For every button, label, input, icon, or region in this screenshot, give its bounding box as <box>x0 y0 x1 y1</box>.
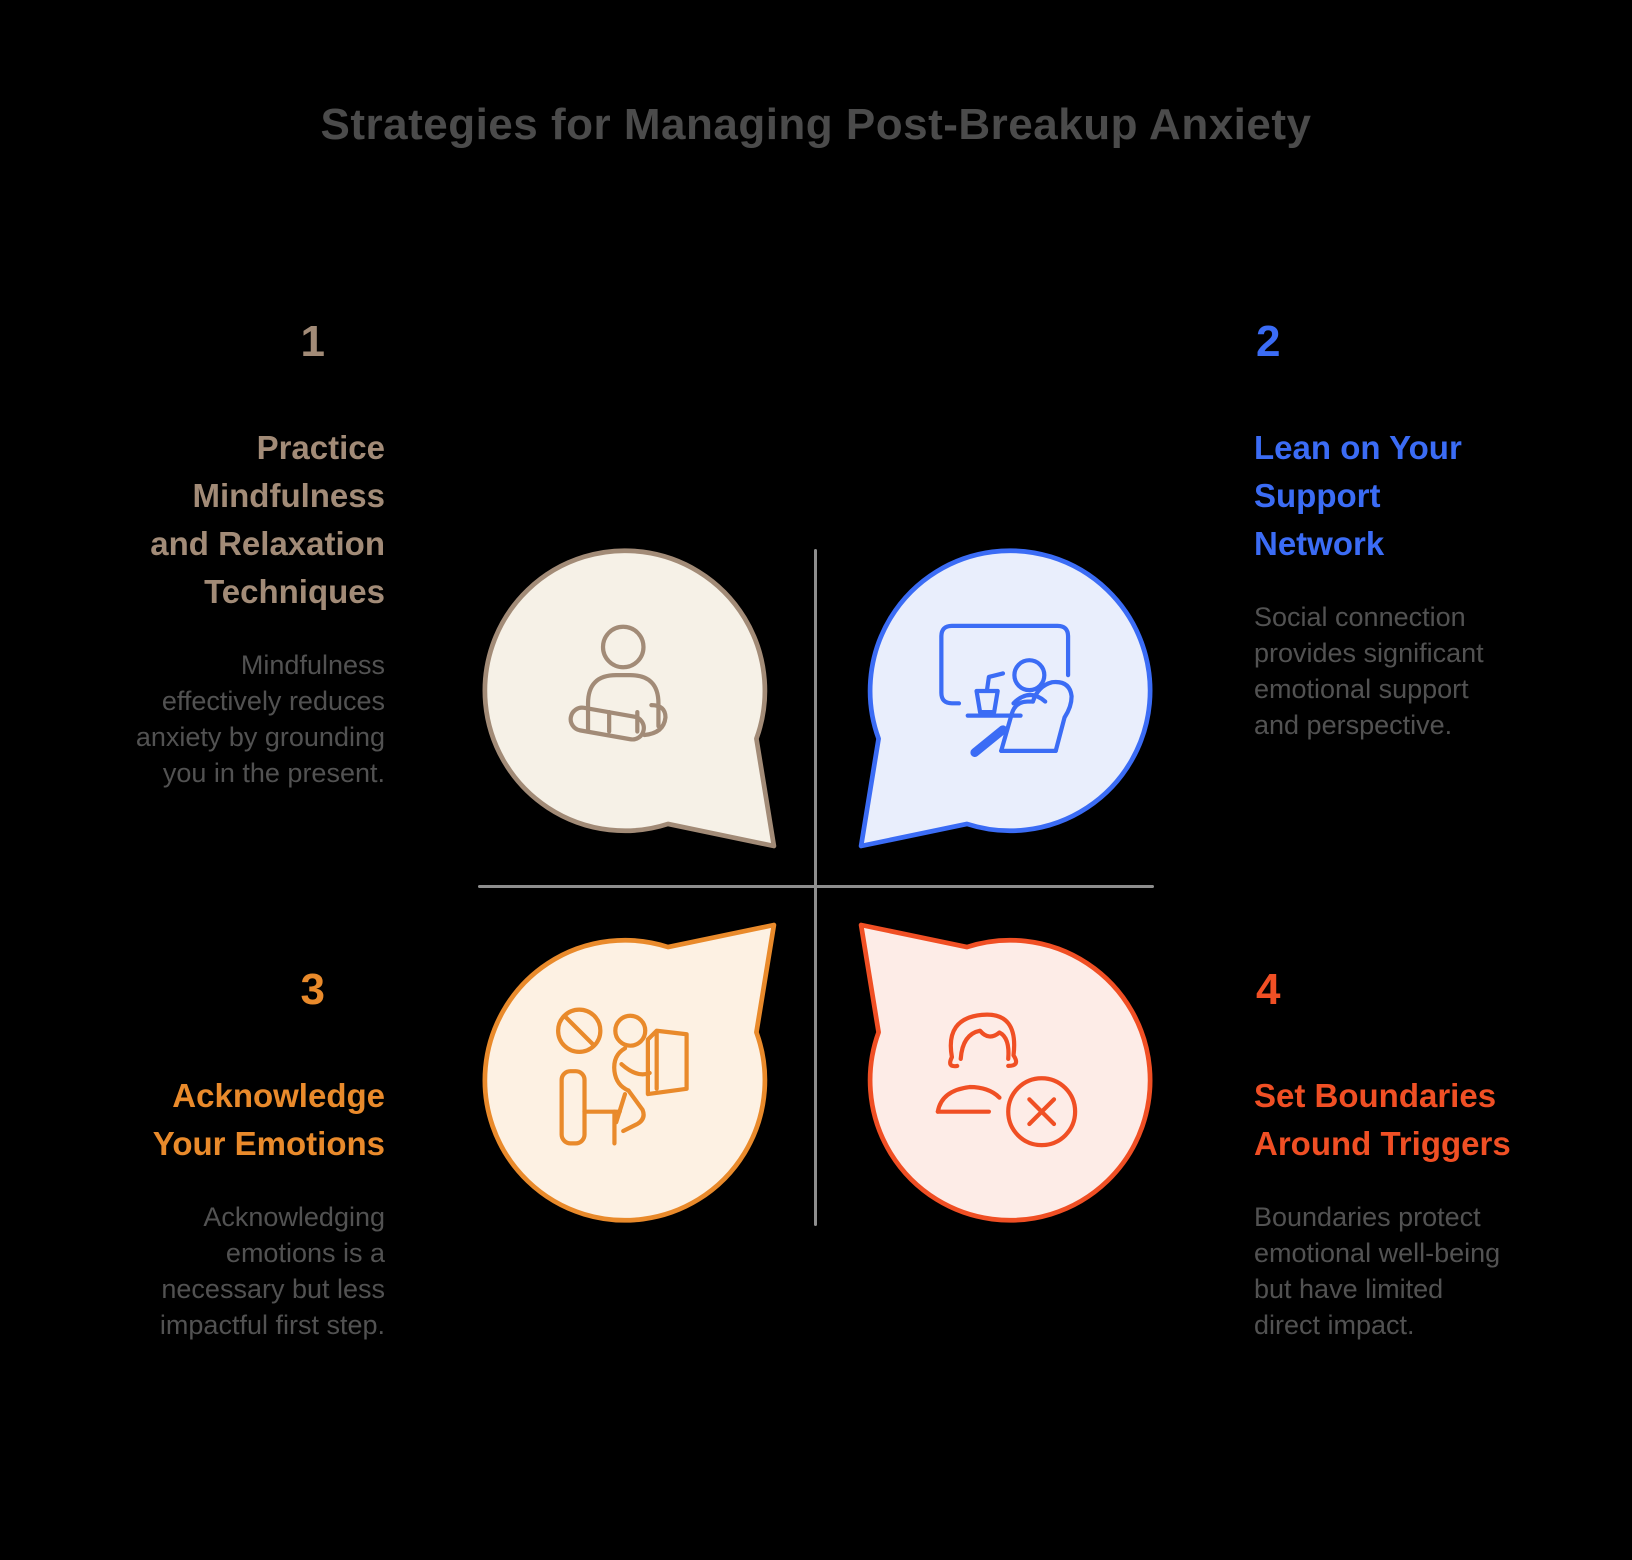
step-number: 2 <box>1256 317 1281 366</box>
strategy-quadrant-1: 1 Practice Mindfulness and Relaxation Te… <box>50 318 385 791</box>
step-number: 3 <box>300 965 325 1014</box>
blocked-person-icon <box>935 1012 1078 1148</box>
step-title: Set Boundaries Around Triggers <box>1254 1077 1511 1162</box>
step-description: Boundaries protect emotional well-being … <box>1254 1202 1501 1340</box>
step-title: Acknowledge Your Emotions <box>152 1077 385 1162</box>
step-number: 1 <box>300 317 325 366</box>
speech-bubble <box>858 922 1153 1223</box>
meditation-person-icon <box>568 624 668 742</box>
person-watching-screen-icon <box>939 623 1074 757</box>
strategy-quadrant-2: 2 Lean on Your Support Network Social co… <box>1254 318 1599 743</box>
step-title: Lean on Your Support Network <box>1254 429 1462 562</box>
page-title: Strategies for Managing Post-Breakup Anx… <box>320 100 1312 149</box>
speech-bubble <box>482 922 777 1223</box>
step-title: Practice Mindfulness and Relaxation Tech… <box>150 429 385 610</box>
step-description: Acknowledging emotions is a necessary bu… <box>159 1202 385 1340</box>
speech-bubble <box>858 548 1153 849</box>
person-reading-icon <box>556 1007 689 1146</box>
strategy-quadrant-3: 3 Acknowledge Your Emotions Acknowledgin… <box>50 966 385 1343</box>
step-description: Mindfulness effectively reduces anxiety … <box>135 650 385 788</box>
strategy-quadrant-4: 4 Set Boundaries Around Triggers Boundar… <box>1254 966 1599 1343</box>
quadrant-divider-horizontal <box>478 885 1154 888</box>
step-number: 4 <box>1256 965 1281 1014</box>
speech-bubble <box>482 548 777 849</box>
step-description: Social connection provides significant e… <box>1254 602 1484 740</box>
